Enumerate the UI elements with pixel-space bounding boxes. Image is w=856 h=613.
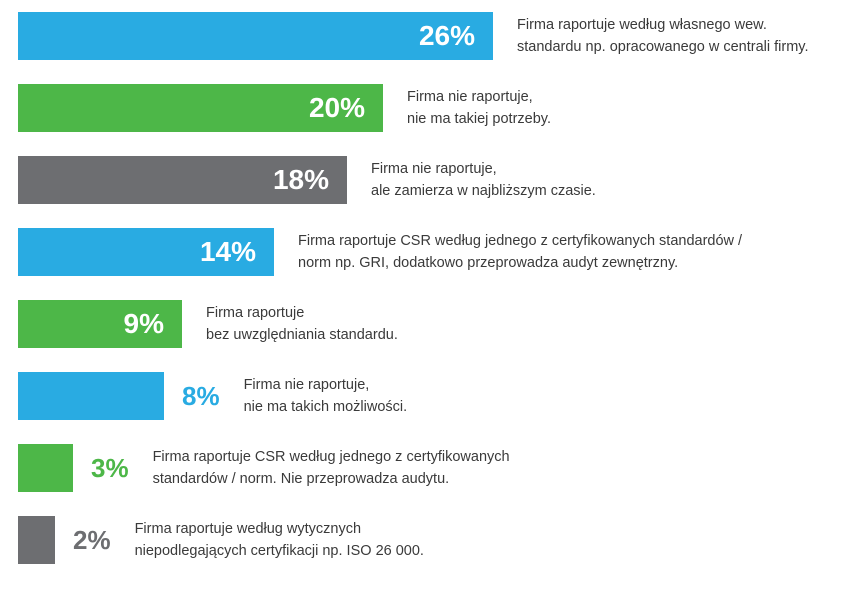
bar-percent: 14% (200, 236, 256, 268)
bar-label-line: Firma nie raportuje, (371, 158, 838, 180)
bar-label-line: bez uwzględniania standardu. (206, 324, 838, 346)
bar-label-line: nie ma takich możliwości. (244, 396, 838, 418)
horizontal-bar-chart: 26%Firma raportuje według własnego wew.s… (18, 12, 838, 564)
bar-label: Firma raportuje według wytycznychniepodl… (111, 518, 838, 563)
bar-label-line: Firma raportuje CSR według jednego z cer… (153, 446, 838, 468)
bar-label-line: ale zamierza w najbliższym czasie. (371, 180, 838, 202)
bar (18, 516, 55, 564)
bar-percent: 26% (419, 20, 475, 52)
bar-label-line: Firma nie raportuje, (407, 86, 838, 108)
bar: 20% (18, 84, 383, 132)
bar-row: 9% Firma raportujebez uwzględniania stand… (18, 300, 838, 348)
bar-label: Firma raportuje według własnego wew.stan… (493, 14, 838, 59)
bar-percent: 20% (309, 92, 365, 124)
bar-label-line: norm np. GRI, dodatkowo przeprowadza aud… (298, 252, 838, 274)
bar-label-line: Firma raportuje według wytycznych (135, 518, 838, 540)
bar-label-line: Firma raportuje według własnego wew. (517, 14, 838, 36)
bar-label-line: Firma raportuje CSR według jednego z cer… (298, 230, 838, 252)
bar-row: 20% Firma nie raportuje,nie ma takiej pot… (18, 84, 838, 132)
bar-label-line: standardów / norm. Nie przeprowadza audy… (153, 468, 838, 490)
bar-percent: 3% (73, 453, 129, 484)
bar-percent: 8% (164, 381, 220, 412)
bar-row: 3% Firma raportuje CSR według jednego z c… (18, 444, 838, 492)
bar-label: Firma raportujebez uwzględniania standar… (182, 302, 838, 347)
bar-label: Firma nie raportuje,ale zamierza w najbl… (347, 158, 838, 203)
bar-row: 18% Firma nie raportuje,ale zamierza w na… (18, 156, 838, 204)
bar-row: 8%Firma nie raportuje,nie ma takich możl… (18, 372, 838, 420)
bar-label-line: Firma nie raportuje, (244, 374, 838, 396)
bar-label: Firma raportuje CSR według jednego z cer… (129, 446, 838, 491)
bar-label: Firma nie raportuje,nie ma takiej potrze… (383, 86, 838, 131)
bar: 9% (18, 300, 182, 348)
bar (18, 444, 73, 492)
bar-label-line: niepodlegających certyfikacji np. ISO 26… (135, 540, 838, 562)
bar-label: Firma raportuje CSR według jednego z cer… (274, 230, 838, 275)
bar: 18% (18, 156, 347, 204)
bar-label-line: Firma raportuje (206, 302, 838, 324)
bar: 14% (18, 228, 274, 276)
bar-label-line: standardu np. opracowanego w centrali fi… (517, 36, 838, 58)
bar: 26% (18, 12, 493, 60)
bar-label-line: nie ma takiej potrzeby. (407, 108, 838, 130)
bar (18, 372, 164, 420)
bar-percent: 9% (124, 308, 164, 340)
bar-row: 14% Firma raportuje CSR według jednego z … (18, 228, 838, 276)
bar-percent: 18% (273, 164, 329, 196)
bar-row: 2%Firma raportuje według wytycznychniepo… (18, 516, 838, 564)
bar-row: 26% Firma raportuje według własnego wew.s… (18, 12, 838, 60)
bar-label: Firma nie raportuje,nie ma takich możliw… (220, 374, 838, 419)
bar-percent: 2% (55, 525, 111, 556)
